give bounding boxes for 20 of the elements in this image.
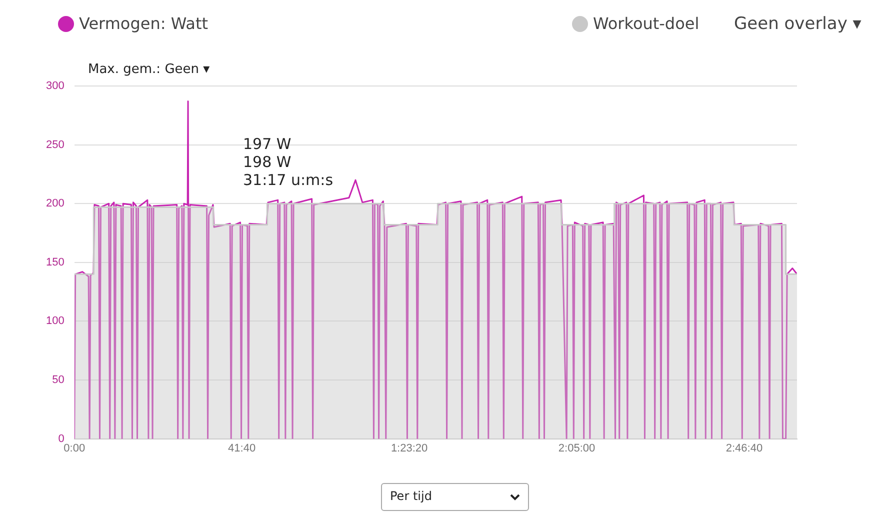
x-tick-label: 2:05:00 bbox=[558, 442, 596, 454]
y-tick-label: 250 bbox=[46, 138, 64, 151]
annotation: 31:17 u:m:s bbox=[243, 171, 334, 189]
y-tick-label: 0 bbox=[58, 432, 64, 445]
y-tick-label: 200 bbox=[46, 198, 64, 210]
y-tick-label: 300 bbox=[46, 80, 64, 92]
x-tick-label: 0:00 bbox=[64, 442, 86, 454]
x-tick-label: 2:46:40 bbox=[726, 442, 763, 454]
annotation: 198 W bbox=[243, 153, 292, 171]
x-tick-label: 1:23:20 bbox=[390, 442, 428, 454]
legend-label: Workout-doel bbox=[593, 14, 700, 33]
y-tick-label: 100 bbox=[46, 315, 64, 328]
text: Max. gem.: Geen ▾ bbox=[88, 62, 210, 77]
text: Geen overlay ▾ bbox=[734, 14, 862, 34]
annotation: 197 W bbox=[243, 135, 292, 153]
x-tick-label: 41:40 bbox=[228, 442, 256, 454]
text: Per tijd bbox=[390, 489, 432, 503]
legend-label: Vermogen: Watt bbox=[79, 14, 208, 33]
y-tick-label: 50 bbox=[52, 374, 64, 386]
y-tick-label: 150 bbox=[46, 256, 64, 268]
